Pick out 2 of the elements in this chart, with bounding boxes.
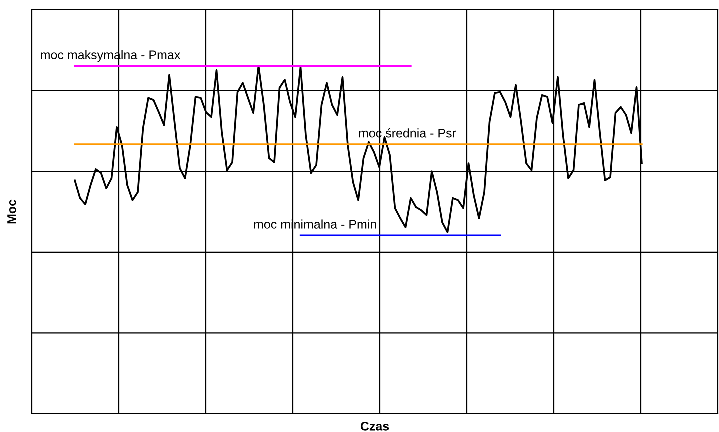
x-axis-title: Czas xyxy=(360,422,390,431)
y-axis-title: Moc xyxy=(8,200,16,224)
